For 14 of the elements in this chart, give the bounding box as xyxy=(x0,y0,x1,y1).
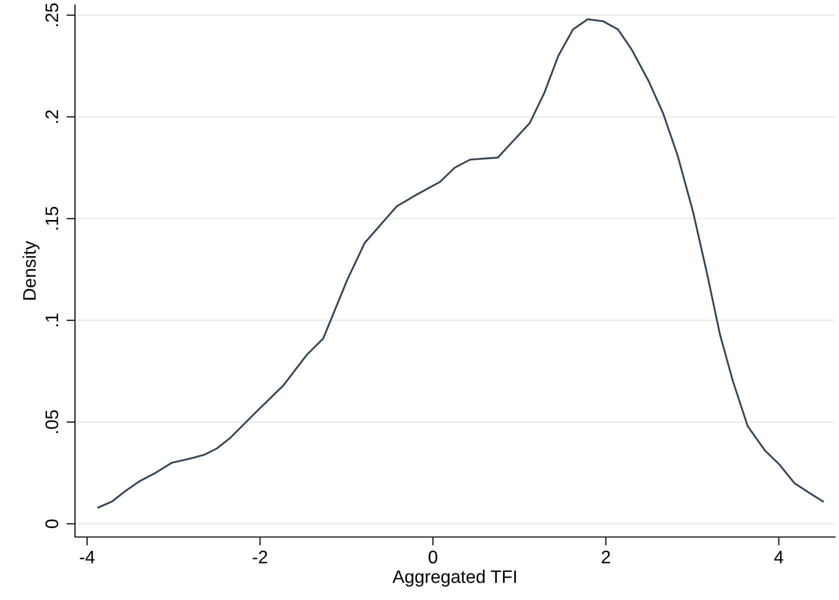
x-tick-label: 2 xyxy=(602,550,610,564)
x-axis-title: Aggregated TFI xyxy=(392,570,516,587)
y-tick-label: .05 xyxy=(45,410,58,433)
x-tick-label: -2 xyxy=(252,550,268,564)
y-tick-label: 0 xyxy=(45,519,58,528)
y-tick-label: .15 xyxy=(46,206,58,230)
x-tick-label: 0 xyxy=(428,550,438,564)
x-tick-label: 4 xyxy=(774,550,784,564)
y-tick-label: .25 xyxy=(45,3,58,26)
y-axis-title: Density xyxy=(22,240,40,300)
x-tick-label: -4 xyxy=(80,550,95,564)
y-tick-label: .2 xyxy=(45,110,58,123)
y-tick-label: .1 xyxy=(46,314,58,326)
line-series xyxy=(97,18,824,508)
